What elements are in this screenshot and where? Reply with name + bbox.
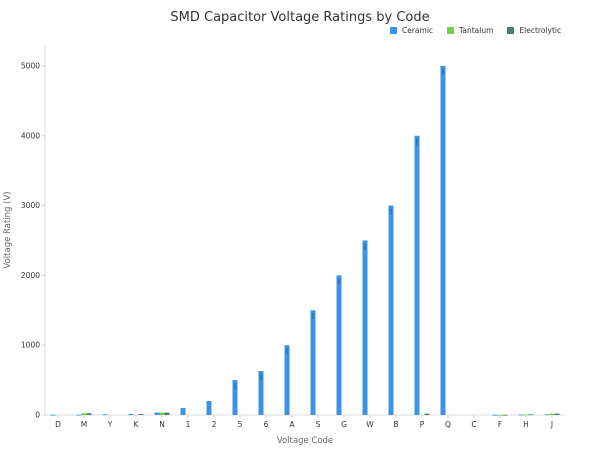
x-tick-label: A: [289, 420, 295, 429]
x-tick-label: P: [420, 420, 425, 429]
x-tick-label: Q: [445, 420, 451, 429]
legend-label-electrolytic: Electrolytic: [519, 26, 562, 35]
axis-labels: 0 1000 2000 3000 4000 5000 D M Y K N 1 2 5 6 A S G W B P Q C F H…: [3, 61, 553, 446]
bar-ceramic-W[interactable]: [362, 240, 368, 415]
bar-electrolytic-K[interactable]: [138, 413, 144, 415]
x-tick-label: 1: [186, 420, 191, 429]
bar-ceramic-N[interactable]: [154, 412, 160, 415]
x-tick-label: 6: [264, 420, 269, 429]
legend-item-tantalum[interactable]: Tantalum: [447, 26, 493, 35]
bar-tantalum-J[interactable]: [549, 413, 555, 415]
legend-item-ceramic[interactable]: Ceramic: [390, 26, 433, 35]
x-tick-label: K: [134, 420, 140, 429]
bar-electrolytic-F[interactable]: [502, 414, 508, 416]
bars: [50, 65, 560, 416]
x-axis-title: Voltage Code: [277, 436, 333, 446]
bar-ceramic-6[interactable]: [258, 371, 264, 415]
bar-ceramic-1[interactable]: [180, 408, 186, 415]
legend-swatch-ceramic: [390, 27, 397, 34]
bar-electrolytic-N[interactable]: [164, 412, 170, 415]
y-tick-label: 0: [35, 411, 40, 420]
bar-ceramic-K[interactable]: [128, 413, 134, 415]
bar-electrolytic-H[interactable]: [528, 414, 534, 416]
bar-ceramic-Y[interactable]: [102, 414, 108, 416]
bar-tantalum-H[interactable]: [523, 414, 529, 416]
x-tick-label: G: [341, 420, 347, 429]
bar-electrolytic-P[interactable]: [424, 413, 430, 415]
x-tick-label: 5: [238, 420, 243, 429]
bar-ceramic-B[interactable]: [388, 205, 394, 415]
bar-ceramic-S[interactable]: [310, 310, 316, 415]
bar-ceramic-A[interactable]: [284, 345, 290, 415]
bar-ceramic-P[interactable]: [414, 135, 420, 415]
y-tick-label: 5000: [21, 61, 40, 70]
bar-tantalum-F[interactable]: [497, 414, 503, 416]
y-tick-label: 2000: [21, 271, 40, 280]
x-tick-label: H: [523, 420, 529, 429]
legend-item-electrolytic[interactable]: Electrolytic: [507, 26, 561, 35]
legend-label-ceramic: Ceramic: [402, 26, 434, 35]
legend-swatch-electrolytic: [507, 27, 515, 34]
bar-ceramic-H[interactable]: [518, 414, 524, 416]
x-tick-label: Y: [107, 420, 113, 429]
x-tick-label: W: [366, 420, 374, 429]
x-tick-label: 2: [212, 420, 217, 429]
y-axis-title: Voltage Rating (V): [3, 191, 13, 268]
x-tick-label: B: [393, 420, 398, 429]
bar-electrolytic-J[interactable]: [554, 413, 560, 415]
y-tick-label: 4000: [21, 131, 40, 140]
legend-label-tantalum: Tantalum: [459, 26, 494, 35]
chart-title: SMD Capacitor Voltage Ratings by Code: [170, 10, 430, 25]
axes: [42, 45, 565, 418]
bar-ceramic-M[interactable]: [76, 414, 82, 416]
y-tick-label: 3000: [21, 201, 40, 210]
x-tick-label: N: [159, 420, 165, 429]
x-tick-label: F: [498, 420, 502, 429]
bar-ceramic-Q[interactable]: [440, 65, 446, 415]
bar-ceramic-5[interactable]: [232, 380, 238, 415]
bar-ceramic-2[interactable]: [206, 401, 212, 415]
bar-tantalum-M[interactable]: [81, 413, 87, 415]
y-tick-label: 1000: [21, 341, 40, 350]
bar-ceramic-G[interactable]: [336, 275, 342, 415]
x-tick-label: C: [471, 420, 476, 429]
bar-ceramic-J[interactable]: [544, 414, 550, 416]
x-tick-label: J: [550, 420, 553, 429]
legend: Ceramic Tantalum Electrolytic: [390, 26, 561, 35]
x-tick-label: D: [55, 420, 61, 429]
bar-electrolytic-M[interactable]: [86, 413, 92, 415]
bar-ceramic-F[interactable]: [492, 414, 498, 416]
legend-swatch-tantalum: [447, 27, 455, 34]
bar-ceramic-D[interactable]: [50, 414, 56, 416]
bar-tantalum-N[interactable]: [159, 412, 165, 415]
x-tick-label: M: [81, 420, 87, 429]
x-tick-label: S: [316, 420, 321, 429]
